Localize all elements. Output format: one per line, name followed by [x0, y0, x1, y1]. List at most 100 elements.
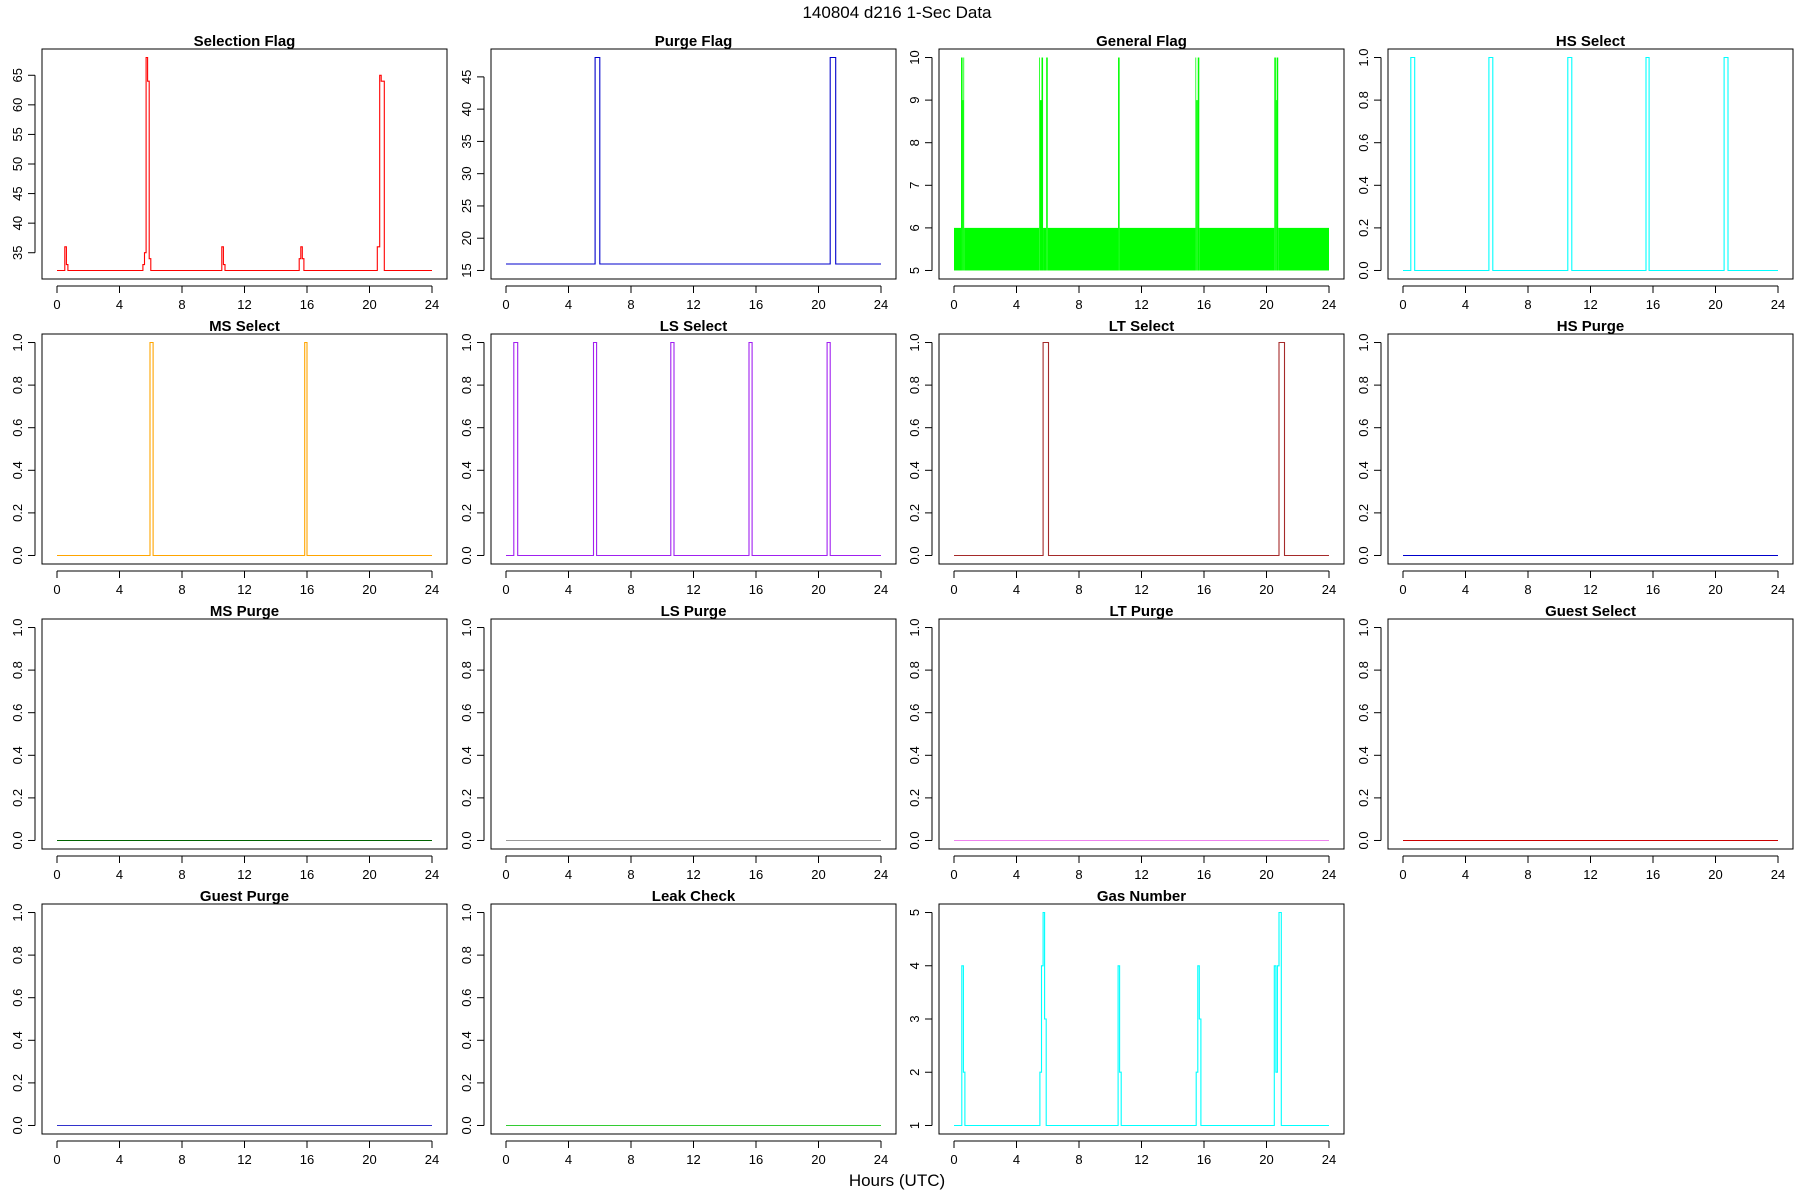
x-axis: 0 4 8 12 16 20 24	[1399, 855, 1785, 882]
plot-frame	[41, 333, 448, 565]
x-tick-label: 4	[116, 582, 123, 597]
chart-title: LS Select	[660, 318, 728, 335]
plot-frame	[938, 618, 1345, 850]
x-tick-label: 0	[53, 1152, 60, 1167]
y-tick-label: 0.0	[1356, 261, 1371, 279]
y-tick-label: 0.4	[10, 1031, 25, 1049]
series-line	[954, 911, 1329, 1127]
chart-lt-purge: LT Purge 0 4 8 12 16 20 24 0.0 0.2 0.4 0.6 0.8 1.0	[907, 603, 1345, 882]
y-tick-label: 0.6	[10, 989, 25, 1007]
plot-frame	[490, 333, 897, 565]
x-tick-label: 0	[502, 1152, 509, 1167]
data-block	[1274, 57, 1276, 271]
x-tick-label: 8	[178, 1152, 185, 1167]
y-tick-label: 40	[459, 102, 474, 116]
chart-leak-check: Leak Check 0 4 8 12 16 20 24 0.0 0.2 0.4 0.6 0.8 1.0	[459, 888, 897, 1167]
x-axis: 0 4 8 12 16 20 24	[1399, 285, 1785, 312]
y-tick-label: 0.0	[1356, 831, 1371, 849]
chart-ms-purge: MS Purge 0 4 8 12 16 20 24 0.0 0.2 0.4 0.6 0.8 1.0	[10, 603, 448, 882]
y-tick-label: 0.6	[459, 704, 474, 722]
plot-frame	[490, 618, 897, 850]
chart-title: HS Select	[1556, 33, 1625, 50]
x-axis: 0 4 8 12 16 20 24	[53, 570, 439, 597]
y-axis: 0.0 0.2 0.4 0.6 0.8 1.0	[1356, 618, 1382, 850]
y-axis: 0.0 0.2 0.4 0.6 0.8 1.0	[1356, 333, 1382, 565]
x-tick-label: 4	[565, 1152, 572, 1167]
x-tick-label: 0	[53, 582, 60, 597]
x-tick-label: 20	[811, 582, 825, 597]
y-tick-label: 7	[907, 182, 922, 189]
y-tick-label: 0.6	[907, 704, 922, 722]
chart-title: HS Purge	[1557, 318, 1625, 335]
y-tick-label: 0.8	[10, 946, 25, 964]
data-block	[1195, 57, 1197, 271]
x-tick-label: 24	[1322, 1152, 1336, 1167]
x-tick-label: 24	[1771, 297, 1785, 312]
x-tick-label: 24	[874, 867, 888, 882]
plot-frame	[938, 903, 1345, 1135]
chart-guest-purge: Guest Purge 0 4 8 12 16 20 24 0.0 0.2 0.4 0.6 0.8 1.0	[10, 888, 448, 1167]
y-tick-label: 0.2	[459, 789, 474, 807]
chart-hs-purge: HS Purge 0 4 8 12 16 20 24 0.0 0.2 0.4 0.6 0.8 1.0	[1356, 318, 1794, 597]
data-block	[961, 57, 963, 271]
y-tick-label: 0.0	[10, 831, 25, 849]
x-tick-label: 12	[1583, 867, 1597, 882]
plot-frame	[490, 903, 897, 1135]
y-tick-label: 65	[10, 68, 25, 82]
y-tick-label: 0.0	[907, 546, 922, 564]
y-tick-label: 0.0	[459, 1116, 474, 1134]
x-axis: 0 4 8 12 16 20 24	[950, 285, 1336, 312]
x-tick-label: 4	[1013, 582, 1020, 597]
x-tick-label: 20	[1708, 867, 1722, 882]
chart-title: LS Purge	[661, 603, 727, 620]
y-axis: 0.0 0.2 0.4 0.6 0.8 1.0	[10, 903, 36, 1135]
chart-ms-select: MS Select 0 4 8 12 16 20 24 0.0 0.2 0.4 0.6 0.8 1.0	[10, 318, 448, 597]
x-tick-label: 8	[178, 297, 185, 312]
x-tick-label: 4	[116, 297, 123, 312]
figure-title: 140804 d216 1-Sec Data	[802, 3, 992, 22]
y-tick-label: 0.0	[907, 831, 922, 849]
x-axis: 0 4 8 12 16 20 24	[950, 570, 1336, 597]
x-tick-label: 20	[811, 297, 825, 312]
y-tick-label: 1	[907, 1122, 922, 1129]
x-tick-label: 16	[749, 1152, 763, 1167]
x-axis: 0 4 8 12 16 20 24	[53, 1140, 439, 1167]
chart-purge-flag: Purge Flag 0 4 8 12 16 20 24 15 20 25 30 35 40 45	[459, 33, 897, 312]
plot-frame	[41, 48, 448, 280]
y-tick-label: 4	[907, 962, 922, 969]
y-tick-label: 60	[10, 98, 25, 112]
y-tick-label: 0.2	[10, 504, 25, 522]
x-tick-label: 0	[1399, 582, 1406, 597]
x-axis: 0 4 8 12 16 20 24	[502, 1140, 888, 1167]
y-tick-label: 0.8	[459, 376, 474, 394]
y-tick-label: 0.6	[907, 419, 922, 437]
chart-title: Gas Number	[1097, 888, 1186, 905]
x-tick-label: 12	[1134, 297, 1148, 312]
y-axis: 0.0 0.2 0.4 0.6 0.8 1.0	[1356, 48, 1382, 280]
y-tick-label: 0.2	[459, 504, 474, 522]
y-tick-label: 50	[10, 157, 25, 171]
x-tick-label: 20	[811, 1152, 825, 1167]
chart-title: MS Purge	[210, 603, 279, 620]
x-tick-label: 16	[749, 867, 763, 882]
y-axis: 15 20 25 30 35 40 45	[459, 70, 485, 278]
x-tick-label: 8	[1075, 867, 1082, 882]
x-tick-label: 0	[1399, 867, 1406, 882]
data-block	[1119, 227, 1196, 271]
x-tick-label: 24	[1322, 867, 1336, 882]
x-tick-label: 16	[1197, 297, 1211, 312]
x-tick-label: 16	[300, 1152, 314, 1167]
y-tick-label: 20	[459, 231, 474, 245]
series-line	[954, 341, 1329, 557]
data-block	[1039, 100, 1042, 271]
x-tick-label: 12	[237, 297, 251, 312]
y-axis: 35 40 45 50 55 60 65	[10, 68, 36, 260]
data-block	[1041, 57, 1044, 271]
plot-frame	[41, 618, 448, 850]
x-axis: 0 4 8 12 16 20 24	[1399, 570, 1785, 597]
y-tick-label: 0.6	[459, 989, 474, 1007]
y-axis: 1 2 3 4 5	[907, 909, 933, 1129]
y-tick-label: 1.0	[459, 333, 474, 351]
y-tick-label: 0.4	[907, 746, 922, 764]
